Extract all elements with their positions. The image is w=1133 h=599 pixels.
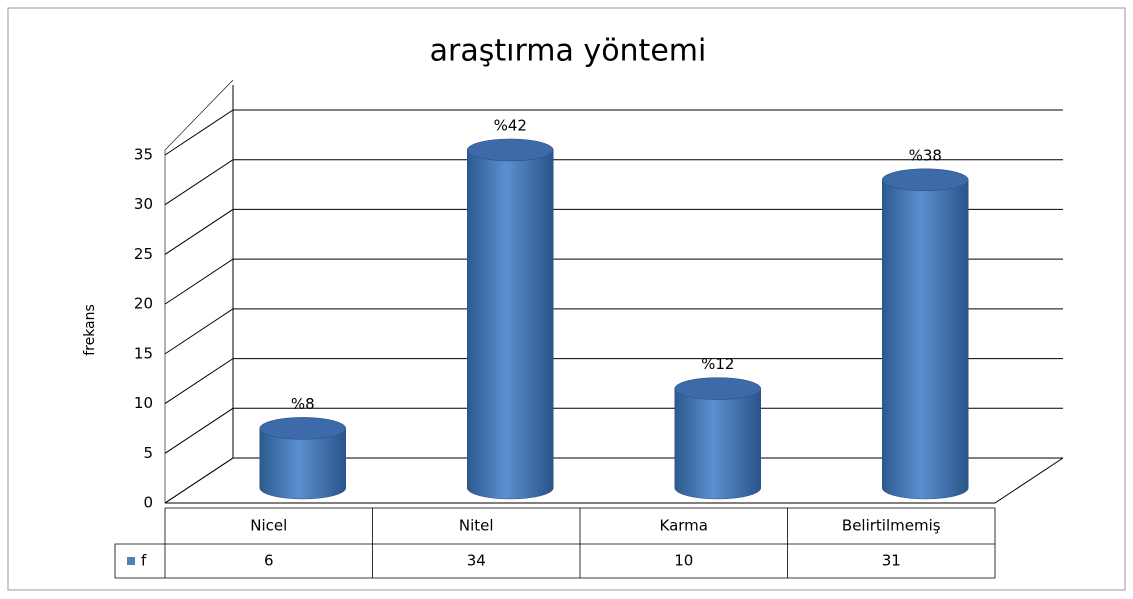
bar [882, 179, 969, 500]
legend-key [127, 557, 135, 565]
table-value: 31 [882, 552, 901, 570]
chart-title: araştırma yöntemi [430, 34, 707, 69]
side-wall [164, 79, 234, 503]
grid-line [164, 308, 1063, 355]
y-tick-label: 15 [134, 344, 153, 362]
y-tick-label: 0 [143, 494, 153, 512]
data-label: %42 [494, 116, 527, 134]
grid-line [164, 407, 1063, 454]
bar-top [467, 138, 554, 162]
bar [674, 388, 761, 500]
x-tick-label: Nicel [250, 517, 287, 535]
y-tick-label: 35 [134, 146, 153, 164]
bar-top [882, 168, 969, 192]
y-tick-label: 10 [134, 394, 153, 412]
grid-line [164, 258, 1063, 305]
y-tick-label: 30 [134, 195, 153, 213]
grid-line [164, 358, 1063, 404]
grid-line [164, 109, 1063, 156]
bar [467, 149, 554, 500]
data-label: %38 [909, 146, 942, 164]
table-value: 10 [674, 552, 693, 570]
grid-line [164, 159, 1063, 206]
x-tick-label: Karma [660, 517, 708, 535]
y-tick-label: 5 [143, 444, 153, 462]
grid-line [164, 208, 1063, 255]
floor [165, 457, 1064, 504]
bar-top [674, 377, 761, 400]
legend-label: f [141, 552, 147, 570]
bar-top [259, 417, 346, 440]
data-label: %12 [701, 355, 734, 373]
y-axis-label: frekans [82, 304, 98, 356]
grid-line [164, 457, 1063, 504]
data-label: %8 [291, 395, 315, 413]
table-value: 6 [264, 552, 274, 570]
data-table [114, 507, 996, 579]
table-value: 34 [467, 552, 486, 570]
y-tick-label: 25 [134, 245, 153, 263]
x-tick-label: Belirtilmemiş [842, 517, 941, 535]
y-tick-label: 20 [134, 295, 153, 313]
x-tick-label: Nitel [459, 517, 494, 535]
